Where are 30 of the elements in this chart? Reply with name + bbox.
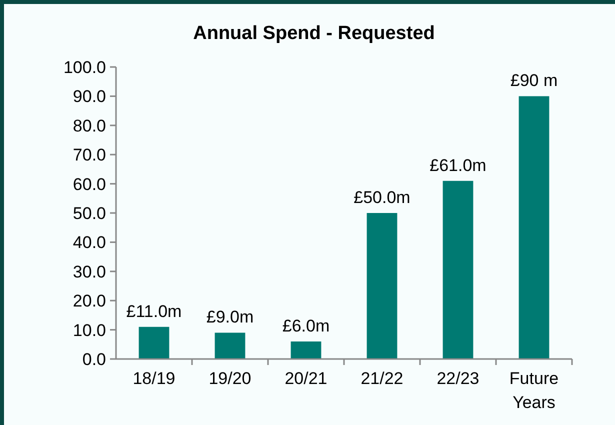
y-tick-label: 40.0	[72, 233, 106, 252]
x-tick-label: 20/21	[284, 369, 328, 388]
data-label: £9.0m	[206, 308, 254, 327]
data-label: £61.0m	[430, 156, 486, 175]
x-tick-label: 18/19	[132, 369, 176, 388]
x-tick-label: 19/20	[208, 369, 252, 388]
y-tick-label: 100.0	[63, 58, 106, 77]
x-tick-label: Future Years	[509, 369, 559, 412]
bar	[290, 341, 322, 359]
x-tick-label: 21/22	[360, 369, 404, 388]
bar	[518, 96, 550, 359]
bar	[366, 213, 398, 359]
bar	[214, 332, 246, 359]
y-tick-label: 60.0	[72, 174, 106, 194]
y-tick-label: 10.0	[72, 320, 106, 340]
data-label: £11.0m	[126, 302, 182, 321]
y-tick-label: 70.0	[72, 146, 106, 165]
data-label: £6.0m	[282, 316, 330, 336]
data-label: £50.0m	[354, 188, 410, 207]
y-tick-label: 30.0	[72, 262, 106, 282]
y-tick-label: 80.0	[72, 116, 106, 136]
data-label: £90 m	[510, 71, 558, 90]
chart-title: Annual Spend - Requested	[193, 23, 435, 44]
x-tick-label: 22/23	[436, 369, 480, 388]
y-tick-label: 50.0	[72, 204, 106, 223]
bar	[138, 326, 170, 359]
y-tick-label: 20.0	[72, 292, 106, 311]
y-tick-label: 90.0	[72, 87, 106, 106]
y-tick-label: 0.0	[82, 350, 106, 369]
bar	[442, 180, 474, 359]
